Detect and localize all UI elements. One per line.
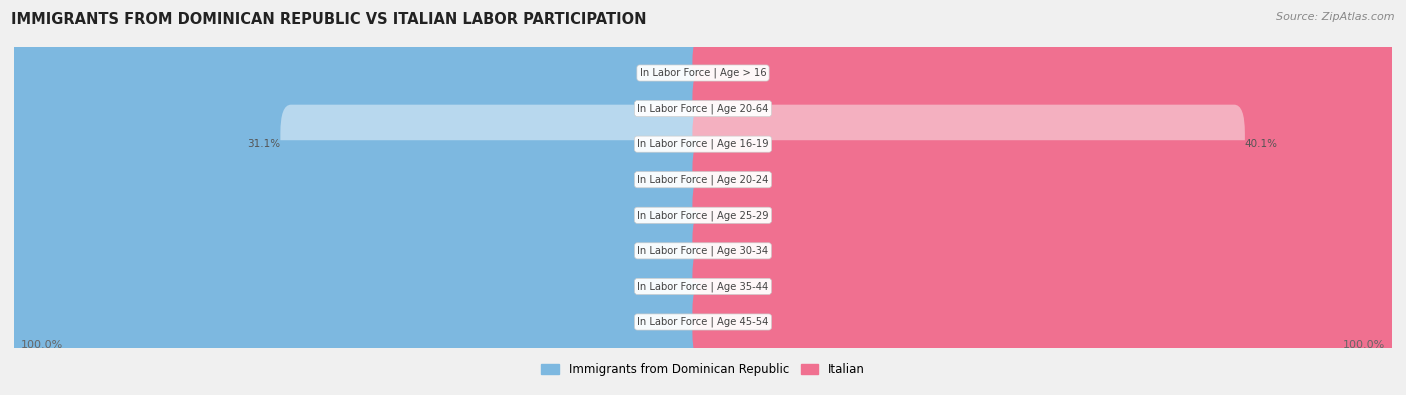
FancyBboxPatch shape — [14, 262, 1392, 311]
Text: In Labor Force | Age 20-24: In Labor Force | Age 20-24 — [637, 175, 769, 185]
Text: 100.0%: 100.0% — [1343, 340, 1385, 350]
FancyBboxPatch shape — [14, 84, 1392, 133]
FancyBboxPatch shape — [14, 49, 1392, 98]
FancyBboxPatch shape — [14, 226, 1392, 275]
Legend: Immigrants from Dominican Republic, Italian: Immigrants from Dominican Republic, Ital… — [537, 358, 869, 381]
FancyBboxPatch shape — [692, 140, 1406, 219]
Text: 40.1%: 40.1% — [1244, 139, 1278, 149]
FancyBboxPatch shape — [0, 140, 714, 219]
Text: IMMIGRANTS FROM DOMINICAN REPUBLIC VS ITALIAN LABOR PARTICIPATION: IMMIGRANTS FROM DOMINICAN REPUBLIC VS IT… — [11, 12, 647, 27]
Text: In Labor Force | Age 25-29: In Labor Force | Age 25-29 — [637, 210, 769, 220]
Text: In Labor Force | Age 30-34: In Labor Force | Age 30-34 — [637, 246, 769, 256]
Text: In Labor Force | Age 20-64: In Labor Force | Age 20-64 — [637, 103, 769, 114]
FancyBboxPatch shape — [14, 120, 1392, 169]
FancyBboxPatch shape — [0, 282, 714, 361]
FancyBboxPatch shape — [692, 282, 1406, 361]
Text: In Labor Force | Age 45-54: In Labor Force | Age 45-54 — [637, 317, 769, 327]
Text: Source: ZipAtlas.com: Source: ZipAtlas.com — [1277, 12, 1395, 22]
Text: In Labor Force | Age 35-44: In Labor Force | Age 35-44 — [637, 281, 769, 292]
FancyBboxPatch shape — [692, 211, 1406, 290]
FancyBboxPatch shape — [692, 176, 1406, 255]
FancyBboxPatch shape — [0, 211, 714, 290]
FancyBboxPatch shape — [692, 69, 1406, 148]
FancyBboxPatch shape — [692, 105, 1244, 184]
FancyBboxPatch shape — [14, 297, 1392, 346]
Text: In Labor Force | Age 16-19: In Labor Force | Age 16-19 — [637, 139, 769, 149]
FancyBboxPatch shape — [692, 34, 1406, 113]
FancyBboxPatch shape — [692, 247, 1406, 326]
FancyBboxPatch shape — [0, 176, 714, 255]
Text: 31.1%: 31.1% — [247, 139, 280, 149]
FancyBboxPatch shape — [14, 155, 1392, 204]
FancyBboxPatch shape — [0, 247, 714, 326]
FancyBboxPatch shape — [0, 69, 714, 148]
FancyBboxPatch shape — [14, 191, 1392, 240]
FancyBboxPatch shape — [0, 34, 714, 113]
Text: 100.0%: 100.0% — [21, 340, 63, 350]
FancyBboxPatch shape — [280, 105, 714, 184]
Text: In Labor Force | Age > 16: In Labor Force | Age > 16 — [640, 68, 766, 78]
